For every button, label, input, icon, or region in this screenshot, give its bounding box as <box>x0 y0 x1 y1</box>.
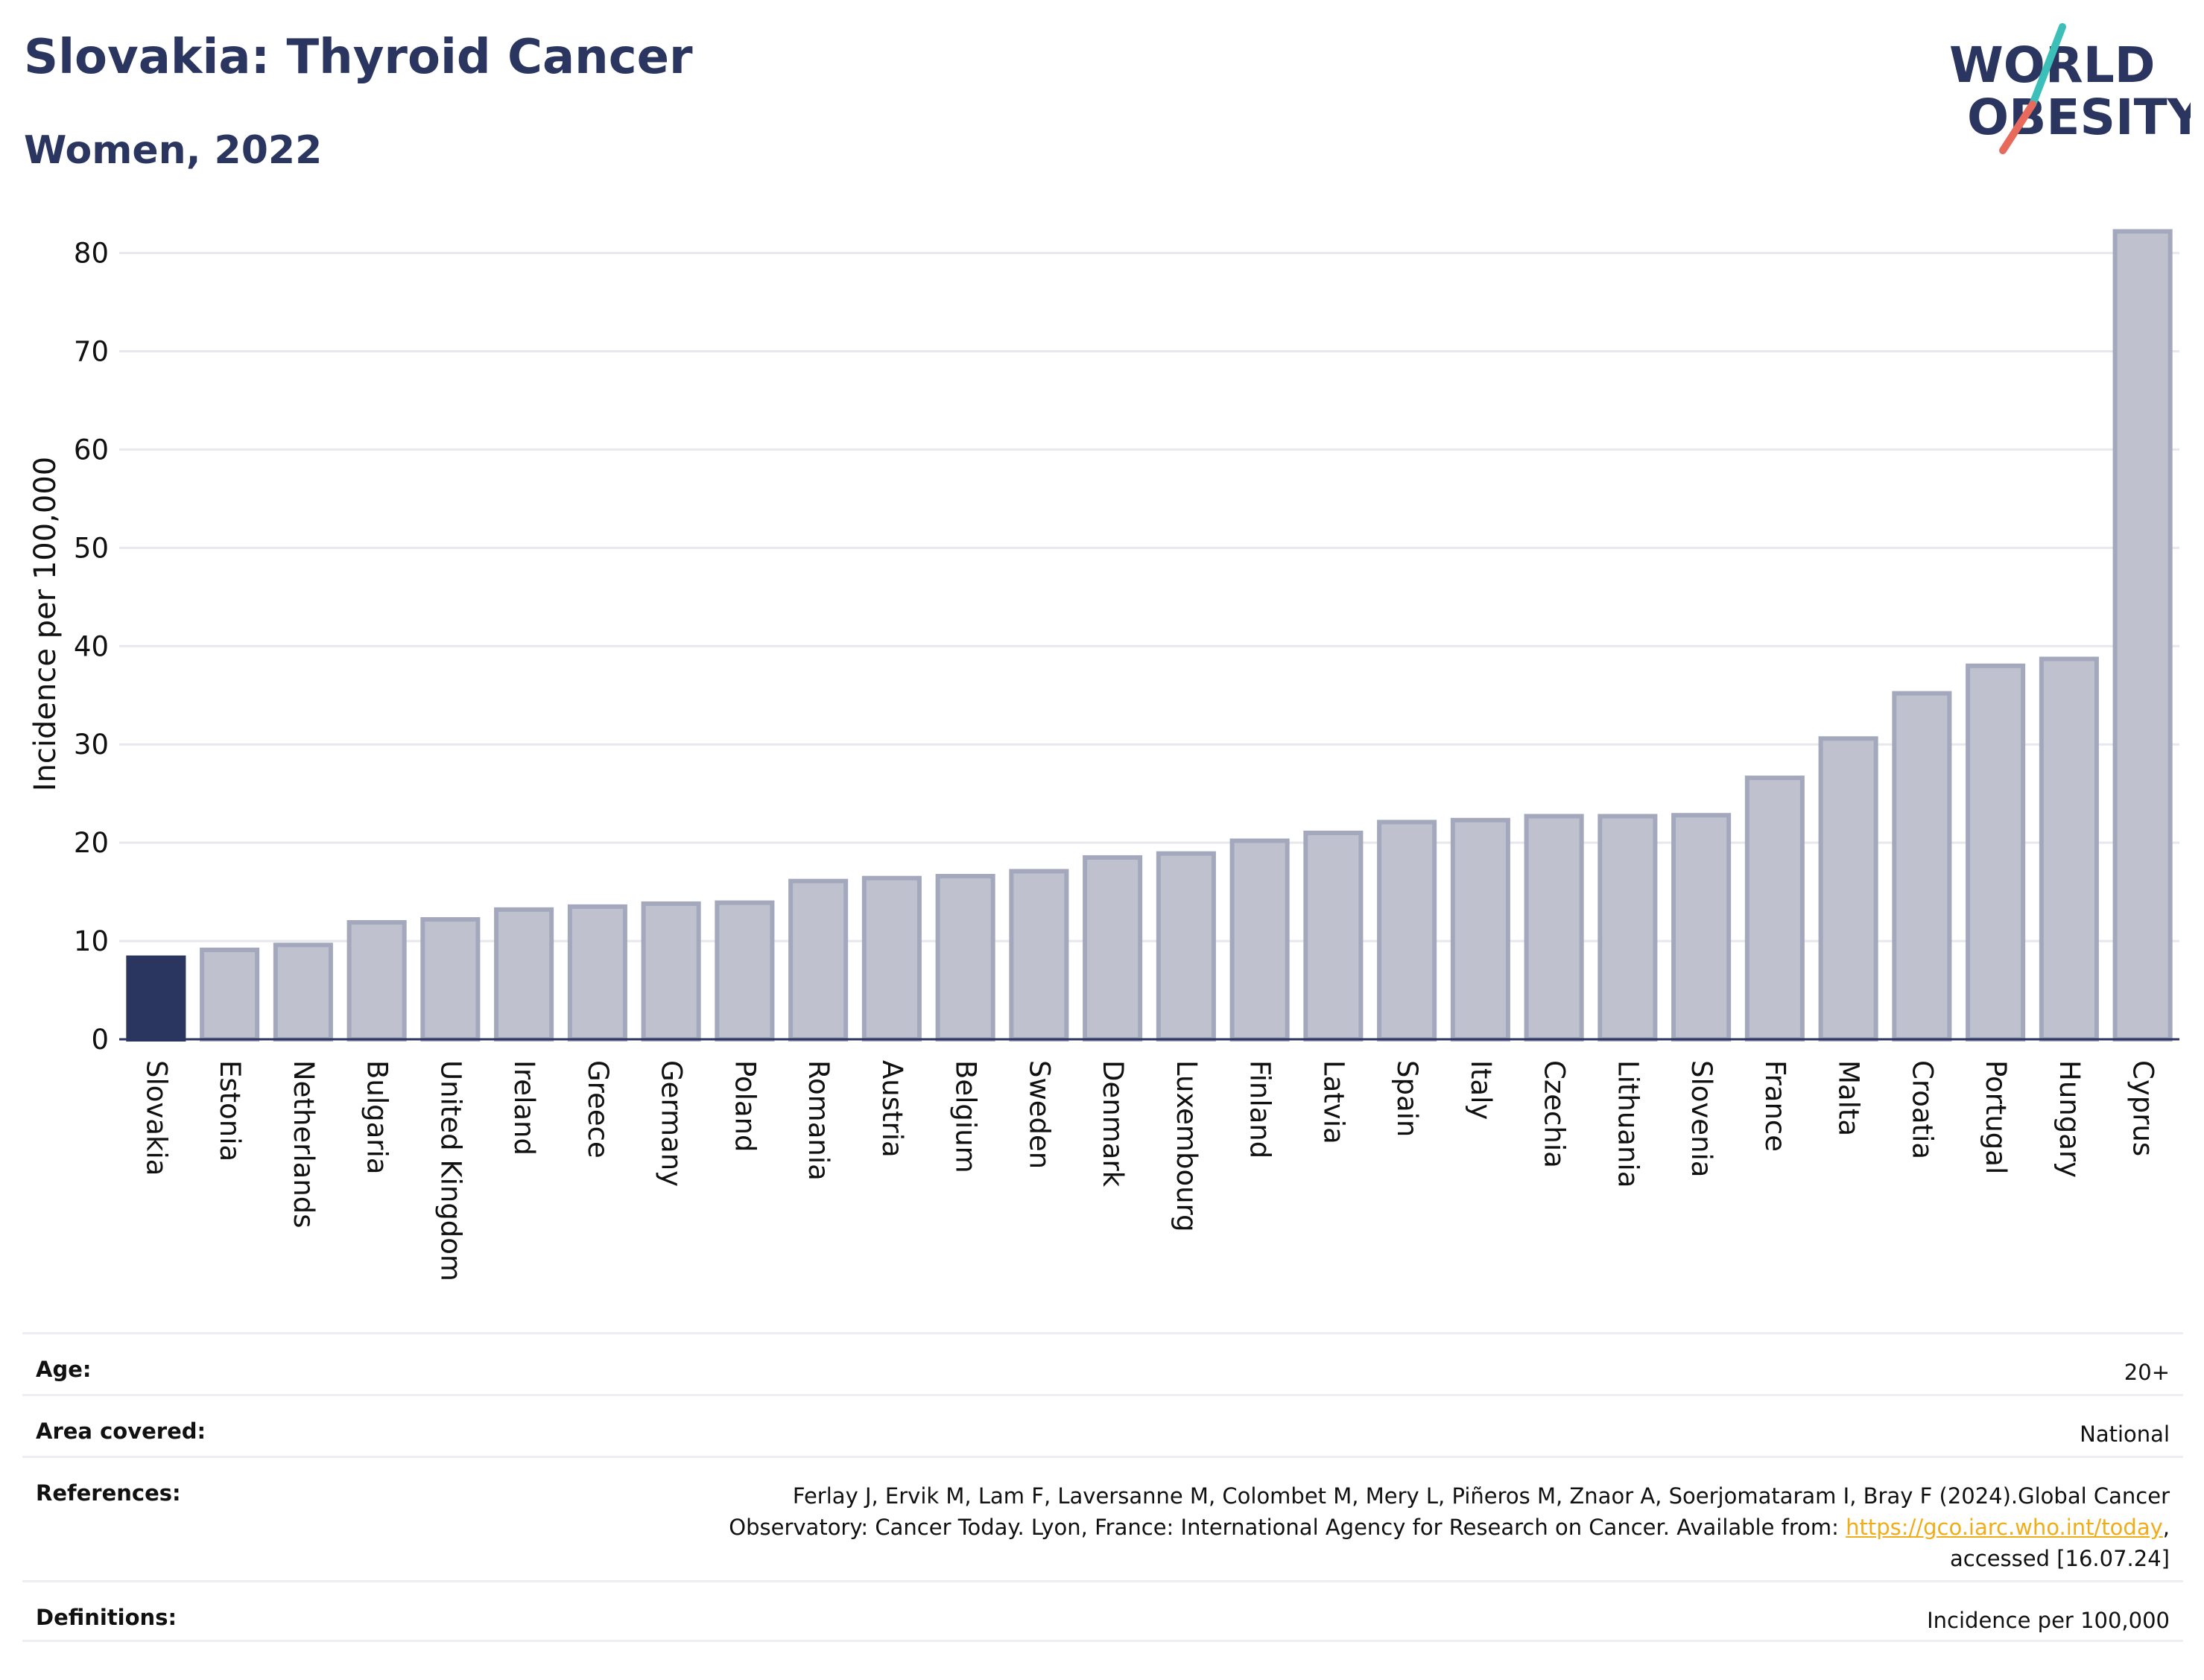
x-tick-label: Croatia <box>1906 1060 1938 1159</box>
bar-belgium <box>935 874 995 1042</box>
x-tick-label: Belgium <box>950 1060 982 1173</box>
bar-malta <box>1818 736 1878 1042</box>
bar-italy <box>1450 817 1510 1042</box>
x-tick-label: Latvia <box>1317 1060 1349 1144</box>
bar-bulgaria <box>346 920 407 1042</box>
chart-title: Slovakia: Thyroid Cancer <box>24 30 693 85</box>
x-tick-label: Lithuania <box>1612 1060 1644 1188</box>
y-tick-label: 10 <box>74 925 109 957</box>
y-tick-label: 30 <box>74 729 109 761</box>
x-tick-label: Czechia <box>1539 1060 1571 1168</box>
logo-slash-teal <box>2029 23 2066 108</box>
bar-france <box>1744 776 1805 1042</box>
references-label: References: <box>36 1480 181 1506</box>
bar-spain <box>1377 820 1437 1042</box>
world-obesity-logo: WORLD OBESITY <box>1949 23 2191 154</box>
bar-lithuania <box>1597 814 1658 1042</box>
bar-czechia <box>1524 814 1584 1042</box>
definitions-label: Definitions: <box>36 1605 177 1630</box>
bars <box>126 229 2173 1042</box>
bar-greece <box>567 904 627 1042</box>
references-line2-post: , <box>2162 1515 2170 1540</box>
x-tick-label: Finland <box>1244 1060 1276 1158</box>
area-value: National <box>2080 1421 2170 1447</box>
x-tick-label: Cyprus <box>2127 1060 2159 1156</box>
meta-row-definitions: Definitions: Incidence per 100,000 <box>22 1580 2183 1642</box>
x-tick-label: Germany <box>656 1060 688 1187</box>
references-line1: Ferlay J, Ervik M, Lam F, Laversanne M, … <box>792 1483 2170 1509</box>
logo-slash-red <box>1999 101 2036 154</box>
x-tick-label: France <box>1759 1060 1791 1152</box>
x-tick-label: Ireland <box>508 1060 540 1156</box>
bar-austria <box>861 875 922 1042</box>
x-tick-labels: Slovakia Estonia Netherlands Bulgaria United… <box>140 1060 2159 1281</box>
references-link[interactable]: https://gco.iarc.who.int/today <box>1846 1515 2163 1540</box>
bar-latvia <box>1303 830 1364 1042</box>
bar-chart: 0 10 20 30 40 50 60 70 80 Slovakia Estonia Netherl… <box>28 229 2179 1281</box>
chart-subtitle: Women, 2022 <box>24 128 323 173</box>
x-tick-label: Bulgaria <box>361 1060 393 1174</box>
bar-poland <box>715 900 775 1042</box>
bar-finland <box>1229 838 1290 1042</box>
bar-slovenia <box>1671 813 1732 1042</box>
age-value: 20+ <box>2124 1360 2170 1385</box>
references-line3: accessed [16.07.24] <box>1950 1546 2170 1571</box>
x-tick-label: Portugal <box>1980 1060 2012 1174</box>
meta-row-references: References: Ferlay J, Ervik M, Lam F, La… <box>22 1456 2183 1580</box>
bar-hungary <box>2039 656 2099 1042</box>
x-tick-label: Hungary <box>2053 1060 2086 1178</box>
x-tick-label: Romania <box>802 1060 835 1181</box>
bar-denmark <box>1083 855 1143 1042</box>
bar-ireland <box>494 907 554 1042</box>
x-tick-label: Slovakia <box>140 1060 172 1176</box>
x-tick-label: Austria <box>876 1060 908 1158</box>
bar-cyprus <box>2112 229 2173 1042</box>
x-tick-label: Sweden <box>1023 1060 1055 1169</box>
x-tick-label: Spain <box>1391 1060 1423 1137</box>
x-tick-label: Italy <box>1465 1060 1497 1120</box>
y-tick-label: 0 <box>91 1024 109 1056</box>
y-tick-label: 70 <box>74 336 109 368</box>
y-tick-label: 60 <box>74 434 109 466</box>
area-label: Area covered: <box>36 1419 206 1444</box>
logo-line2: OBESITY <box>1967 89 2191 146</box>
age-label: Age: <box>36 1357 92 1382</box>
x-tick-label: Estonia <box>214 1060 246 1161</box>
definitions-value: Incidence per 100,000 <box>1927 1608 2170 1633</box>
x-tick-label: Netherlands <box>288 1060 320 1229</box>
references-line2-pre: Observatory: Cancer Today. Lyon, France:… <box>729 1515 1846 1540</box>
bar-germany <box>641 901 701 1042</box>
bar-slovakia <box>126 955 186 1042</box>
x-tick-label: United Kingdom <box>434 1060 466 1281</box>
bar-croatia <box>1892 691 1952 1042</box>
references-value: Ferlay J, Ervik M, Lam F, Laversanne M, … <box>729 1480 2170 1574</box>
bar-estonia <box>200 947 260 1042</box>
bar-romania <box>788 878 849 1042</box>
y-axis-label: Incidence per 100,000 <box>28 457 63 792</box>
y-tick-label: 80 <box>74 238 109 270</box>
x-tick-label: Malta <box>1833 1060 1865 1136</box>
metadata-table: Age: 20+ Area covered: National Referenc… <box>22 1332 2183 1642</box>
y-tick-label: 40 <box>74 630 109 662</box>
x-tick-label: Luxembourg <box>1171 1060 1203 1232</box>
x-tick-label: Poland <box>729 1060 761 1153</box>
x-tick-label: Greece <box>582 1060 614 1158</box>
meta-row-age: Age: 20+ <box>22 1332 2183 1394</box>
bar-sweden <box>1009 869 1069 1042</box>
x-tick-label: Denmark <box>1097 1060 1129 1188</box>
bar-luxembourg <box>1156 851 1216 1042</box>
bar-portugal <box>1966 663 2026 1042</box>
x-tick-label: Slovenia <box>1685 1060 1717 1177</box>
bar-united-kingdom <box>420 917 481 1042</box>
meta-row-area: Area covered: National <box>22 1394 2183 1456</box>
y-tick-label: 20 <box>74 827 109 859</box>
bar-netherlands <box>273 942 333 1042</box>
y-tick-label: 50 <box>74 532 109 564</box>
y-tick-labels: 0 10 20 30 40 50 60 70 80 <box>74 238 109 1056</box>
